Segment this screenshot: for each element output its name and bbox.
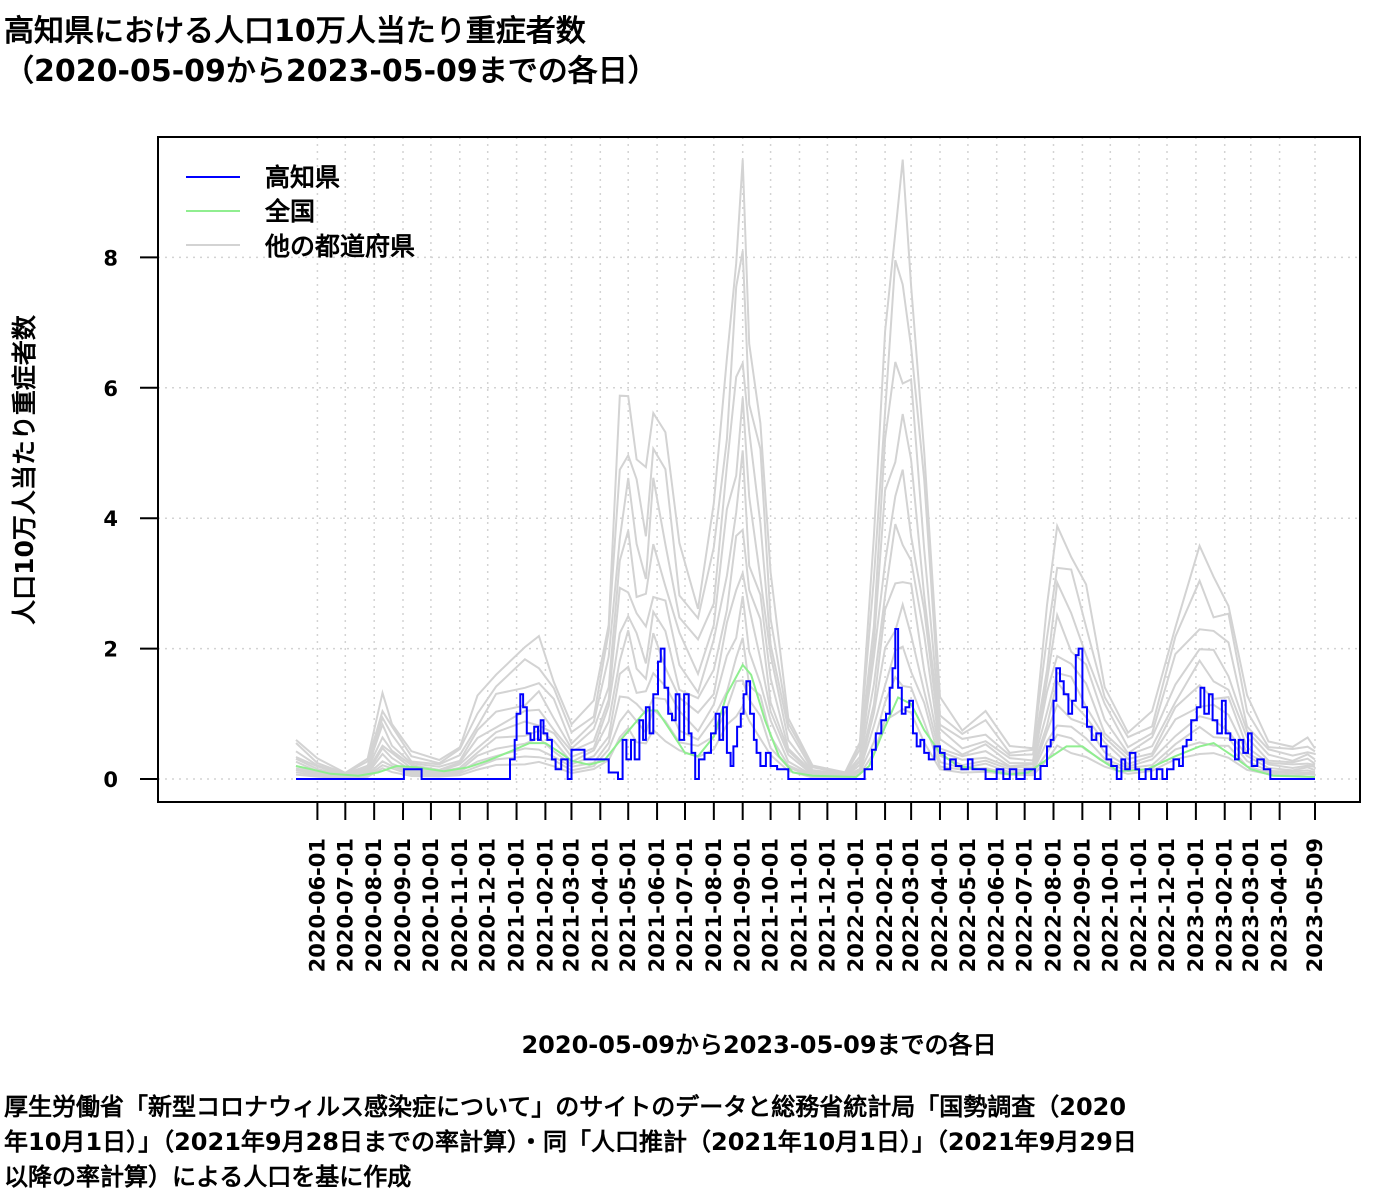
y-tick-label-4: 8 <box>103 246 118 270</box>
legend: 高知県 全国 他の都道府県 <box>186 163 415 261</box>
x-tick-label-31: 2023-01-01 <box>1184 838 1208 972</box>
y-tick-label-3: 6 <box>103 377 118 401</box>
x-tick-label-0: 2020-06-01 <box>305 838 329 972</box>
x-tick-label-9: 2021-03-01 <box>560 838 584 972</box>
x-tick-label-22: 2022-04-01 <box>928 838 952 972</box>
legend-label-national: 全国 <box>264 197 315 226</box>
y-axis: 0 2 4 6 8 <box>103 246 159 792</box>
x-tick-label-32: 2023-02-01 <box>1213 838 1237 972</box>
y-tick-label-0: 0 <box>103 768 118 792</box>
x-tick-label-27: 2022-09-01 <box>1070 838 1094 972</box>
other-prefecture-line-1 <box>295 250 1316 775</box>
x-tick-label-28: 2022-10-01 <box>1098 838 1122 972</box>
x-tick-label-30: 2022-12-01 <box>1155 838 1179 972</box>
x-tick-label-18: 2021-12-01 <box>815 838 839 972</box>
x-tick-label-3: 2020-09-01 <box>391 838 415 972</box>
y-tick-label-2: 4 <box>103 507 118 531</box>
y-tick-label-1: 2 <box>103 638 118 662</box>
x-tick-label-23: 2022-05-01 <box>956 838 980 972</box>
other-prefecture-line-4 <box>295 450 1316 777</box>
x-tick-label-7: 2021-01-01 <box>505 838 529 972</box>
x-tick-label-4: 2020-10-01 <box>419 838 443 972</box>
x-tick-label-34: 2023-04-01 <box>1268 838 1292 972</box>
x-tick-label-26: 2022-08-01 <box>1042 838 1066 972</box>
source-caption: 厚生労働省「新型コロナウィルス感染症について」のサイトのデータと総務省統計局「国… <box>4 1090 1396 1195</box>
x-tick-label-13: 2021-07-01 <box>673 838 697 972</box>
x-tick-label-10: 2021-04-01 <box>588 838 612 972</box>
other-prefecture-line-9 <box>295 675 1316 779</box>
x-tick-label-33: 2023-03-01 <box>1239 838 1263 972</box>
legend-label-kochi: 高知県 <box>265 163 340 192</box>
x-tick-label-17: 2021-11-01 <box>788 838 812 972</box>
other-prefectures-lines <box>295 159 1316 780</box>
series-line-kochi <box>296 628 1315 780</box>
x-tick-label-19: 2022-01-01 <box>844 838 868 972</box>
x-tick-label-35: 2023-05-09 <box>1303 838 1327 972</box>
x-tick-label-6: 2020-12-01 <box>476 838 500 972</box>
x-tick-label-16: 2021-10-01 <box>759 838 783 972</box>
other-prefecture-line-0 <box>295 159 1316 775</box>
caption-line3: 以降の率計算）による人口を基に作成 <box>4 1163 412 1191</box>
x-tick-label-29: 2022-11-01 <box>1127 838 1151 972</box>
chart-title-line2: （2020-05-09から2023-05-09までの各日） <box>4 54 658 89</box>
series-line-national <box>295 663 1316 779</box>
x-tick-label-1: 2020-07-01 <box>333 838 357 972</box>
x-tick-label-15: 2021-09-01 <box>731 838 755 972</box>
x-tick-label-20: 2022-02-01 <box>873 838 897 972</box>
chart-title: 高知県における人口10万人当たり重症者数 （2020-05-09から2023-0… <box>4 12 658 92</box>
y-axis-label: 人口10万人当たり重症者数 <box>10 314 39 625</box>
other-prefecture-line-2 <box>295 359 1316 776</box>
x-tick-label-8: 2021-02-01 <box>533 838 557 972</box>
legend-label-others: 他の都道府県 <box>264 232 415 261</box>
x-tick-label-12: 2021-06-01 <box>645 838 669 972</box>
other-prefecture-line-7 <box>295 595 1316 779</box>
x-tick-label-14: 2021-08-01 <box>702 838 726 972</box>
x-tick-label-25: 2022-07-01 <box>1013 838 1037 972</box>
x-tick-label-21: 2022-03-01 <box>899 838 923 972</box>
x-tick-label-11: 2021-05-01 <box>616 838 640 972</box>
caption-line1: 厚生労働省「新型コロナウィルス感染症について」のサイトのデータと総務省統計局「国… <box>4 1093 1127 1121</box>
plot-frame <box>157 136 1361 803</box>
other-prefecture-line-3 <box>295 397 1316 777</box>
other-prefecture-line-5 <box>295 523 1316 778</box>
x-tick-label-2: 2020-08-01 <box>362 838 386 972</box>
chart-title-line1: 高知県における人口10万人当たり重症者数 <box>4 14 586 49</box>
other-prefecture-line-6 <box>295 569 1316 778</box>
x-axis-label: 2020-05-09から2023-05-09までの各日 <box>521 1031 997 1059</box>
x-tick-label-24: 2022-06-01 <box>985 838 1009 972</box>
caption-line2: 年10月1日）」（2021年9月28日までの率計算）・同「人口推計（2021年1… <box>4 1128 1137 1156</box>
x-tick-label-5: 2020-11-01 <box>448 838 472 972</box>
x-axis: 2020-06-01 2020-07-01 2020-08-01 2020-09-01… <box>305 801 1327 972</box>
